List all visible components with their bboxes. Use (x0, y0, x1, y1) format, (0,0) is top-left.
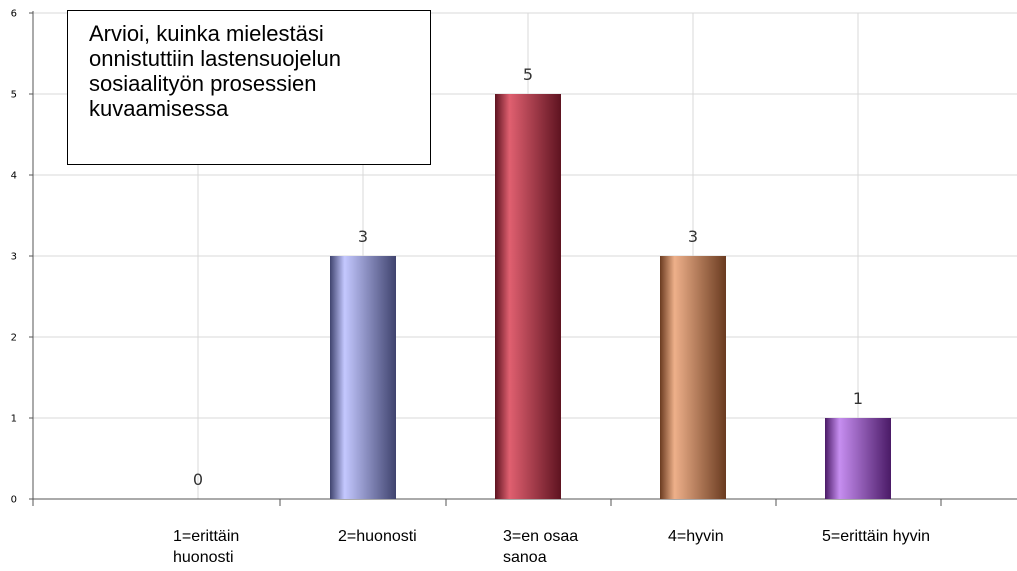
chart-title-line: Arvioi, kuinka mielestäsi (89, 21, 324, 46)
category-label: huonosti (173, 549, 234, 566)
chart-title-line: sosiaalityön prosessien (89, 71, 317, 96)
data-label: 0 (193, 470, 203, 489)
labels: 0 1 2 3 4 5 6 0 1=erittäin huonosti 3 2=huonosti 5 3=… (11, 9, 930, 567)
data-label: 5 (523, 65, 533, 84)
bar (495, 94, 561, 499)
y-tick-label: 4 (11, 171, 17, 182)
y-tick-label: 5 (11, 90, 17, 101)
bar (330, 256, 396, 499)
y-tick-label: 2 (11, 333, 17, 344)
y-tick-label: 6 (11, 9, 17, 20)
data-label: 3 (358, 227, 368, 246)
data-label: 3 (688, 227, 698, 246)
category-label: 3=en osaa (503, 528, 578, 545)
chart-title-line: onnistuttiin lastensuojelun (89, 46, 341, 71)
category-label: sanoa (503, 549, 547, 566)
bar (660, 256, 726, 499)
y-tick-label: 0 (11, 495, 17, 506)
bar (825, 418, 891, 499)
category-label: 5=erittäin hyvin (822, 528, 930, 545)
data-label: 1 (853, 389, 863, 408)
category-label: 2=huonosti (338, 528, 417, 545)
category-label: 4=hyvin (668, 528, 724, 545)
y-tick-label: 3 (11, 252, 17, 263)
chart-title-box: Arvioi, kuinka mielestäsi onnistuttiin l… (67, 10, 431, 165)
y-tick-label: 1 (11, 414, 17, 425)
bars (330, 94, 891, 499)
chart-title-line: kuvaamisessa (89, 96, 229, 121)
category-label: 1=erittäin (173, 528, 239, 545)
